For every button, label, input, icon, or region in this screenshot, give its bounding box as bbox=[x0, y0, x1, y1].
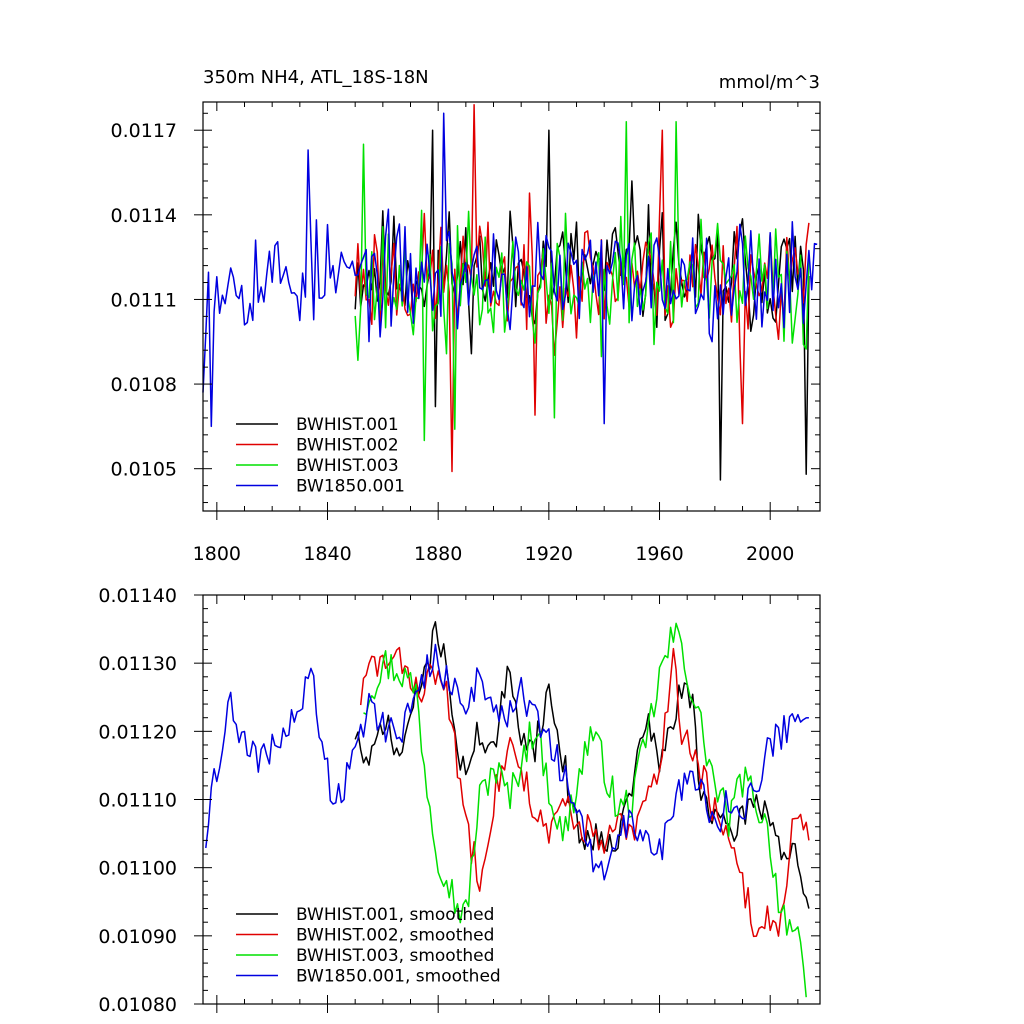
y-tick-label: 0.0108 bbox=[111, 374, 177, 396]
legend-label: BWHIST.002, smoothed bbox=[296, 926, 494, 946]
axes: 0.01080 0.01090 0.01100 0.01110 0.01120 0.011… bbox=[98, 585, 821, 1016]
legend-item: BW1850.001 bbox=[236, 477, 405, 497]
legend-label: BW1850.001, smoothed bbox=[296, 967, 501, 987]
smoothed-timeseries-panel: 0.01080 0.01090 0.01100 0.01110 0.01120 0.011… bbox=[98, 585, 821, 1016]
legend-item: BWHIST.002, smoothed bbox=[236, 926, 494, 946]
x-tick-label: 1800 bbox=[193, 543, 241, 565]
series-line-4 bbox=[205, 643, 809, 881]
legend-label: BW1850.001 bbox=[296, 477, 405, 497]
y-tick-label: 0.01100 bbox=[98, 858, 177, 880]
series-line-2 bbox=[359, 646, 810, 938]
raw-timeseries-panel: 350m NH4, ATL_18S-18N mmol/m^3 1800 1840 1… bbox=[111, 67, 821, 565]
legend-label: BWHIST.003 bbox=[296, 456, 399, 476]
legend-item: BWHIST.001 bbox=[236, 415, 399, 435]
legend-item: BW1850.001, smoothed bbox=[236, 967, 501, 987]
series-line-4 bbox=[202, 112, 818, 428]
series-lines bbox=[202, 104, 818, 481]
series-lines bbox=[205, 621, 810, 998]
y-tick-label: 0.0105 bbox=[111, 459, 177, 481]
legend-item: BWHIST.002 bbox=[236, 436, 399, 456]
y-tick-label: 0.01090 bbox=[98, 926, 177, 948]
x-tick-label: 1840 bbox=[303, 543, 351, 565]
y-tick-label: 0.0111 bbox=[111, 289, 177, 311]
legend-item: BWHIST.003, smoothed bbox=[236, 946, 494, 966]
series-line-3 bbox=[363, 622, 807, 998]
y-tick-label: 0.01110 bbox=[98, 790, 177, 812]
y-tick-label: 0.01120 bbox=[98, 721, 177, 743]
axes: 1800 1840 1880 1920 1960 2000 0.0105 0.0108 0.01… bbox=[111, 101, 821, 565]
y-tick-label: 0.0117 bbox=[111, 120, 177, 142]
x-tick-label: 1960 bbox=[635, 543, 683, 565]
x-tick-label: 2000 bbox=[746, 543, 794, 565]
y-tick-label: 0.0114 bbox=[111, 205, 177, 227]
legend-label: BWHIST.003, smoothed bbox=[296, 946, 494, 966]
legend-label: BWHIST.001 bbox=[296, 415, 399, 435]
legend-item: BWHIST.003 bbox=[236, 456, 399, 476]
plot-frame bbox=[202, 101, 821, 512]
panel-title: 350m NH4, ATL_18S-18N bbox=[203, 67, 429, 88]
x-tick-label: 1920 bbox=[525, 543, 573, 565]
y-tick-label: 0.01080 bbox=[98, 994, 177, 1016]
legend-label: BWHIST.002 bbox=[296, 436, 399, 456]
y-tick-label: 0.01130 bbox=[98, 653, 177, 675]
series-line-1 bbox=[354, 621, 810, 909]
x-tick-label: 1880 bbox=[414, 543, 462, 565]
units-label: mmol/m^3 bbox=[719, 72, 820, 93]
legend-label: BWHIST.001, smoothed bbox=[296, 905, 494, 925]
legend-item: BWHIST.001, smoothed bbox=[236, 905, 494, 925]
y-tick-label: 0.01140 bbox=[98, 585, 177, 607]
